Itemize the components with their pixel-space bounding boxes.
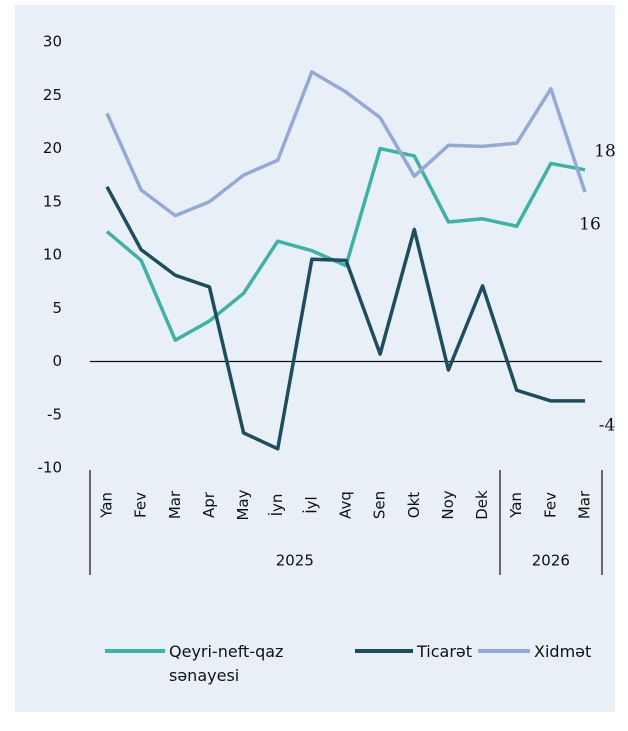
y-tick-label: -10 [38,459,63,477]
x-tick-label: Okt [405,492,423,518]
year-label: 2025 [276,552,314,570]
x-tick-label: May [234,489,252,520]
x-tick-label: Yan [507,492,525,519]
series-line [105,186,585,451]
x-tick-label: İyl [301,496,320,513]
y-tick-label: 10 [43,246,62,264]
x-tick-label: Noy [439,490,457,519]
series-line [105,146,586,342]
y-tick-label: 25 [43,86,62,104]
legend-item: Ticarət [355,640,507,664]
x-tick-label: Mar [576,490,594,519]
legend-label: Xidmət [534,642,592,661]
legend-label: Qeyri-neft-qaz sənayesi [169,642,284,685]
legend-item: Xidmət [478,640,624,664]
y-tick-label: 20 [43,139,62,157]
y-tick-label: 5 [52,299,62,317]
x-tick-label: Fev [541,492,559,518]
y-tick-label: 30 [43,33,62,51]
legend: Qeyri-neft-qaz sənayesi Ticarət Xidmət [0,640,628,710]
legend-swatch [355,649,413,653]
series-line [105,70,587,218]
y-tick-label: 15 [43,192,62,210]
y-tick-label: 0 [52,352,62,370]
x-tick-label: Apr [200,491,218,518]
end-label: 16 [579,215,601,235]
x-tick-label: Avq [337,491,355,519]
x-tick-label: İyn [267,494,286,517]
legend-label: Ticarət [417,642,473,661]
x-tick-label: Dek [473,490,491,520]
x-tick-label: Mar [166,490,184,519]
y-tick-label: -5 [47,405,62,423]
x-tick-label: Sen [371,491,389,519]
end-label: -4 [599,415,616,435]
legend-swatch [105,649,165,653]
legend-item: Qeyri-neft-qaz sənayesi [105,640,314,688]
year-label: 2026 [532,552,570,570]
chart-background [15,5,615,712]
legend-swatch [478,649,530,653]
x-tick-label: Fev [132,492,150,518]
end-label: 18 [594,141,616,161]
x-tick-label: Yan [98,492,116,519]
